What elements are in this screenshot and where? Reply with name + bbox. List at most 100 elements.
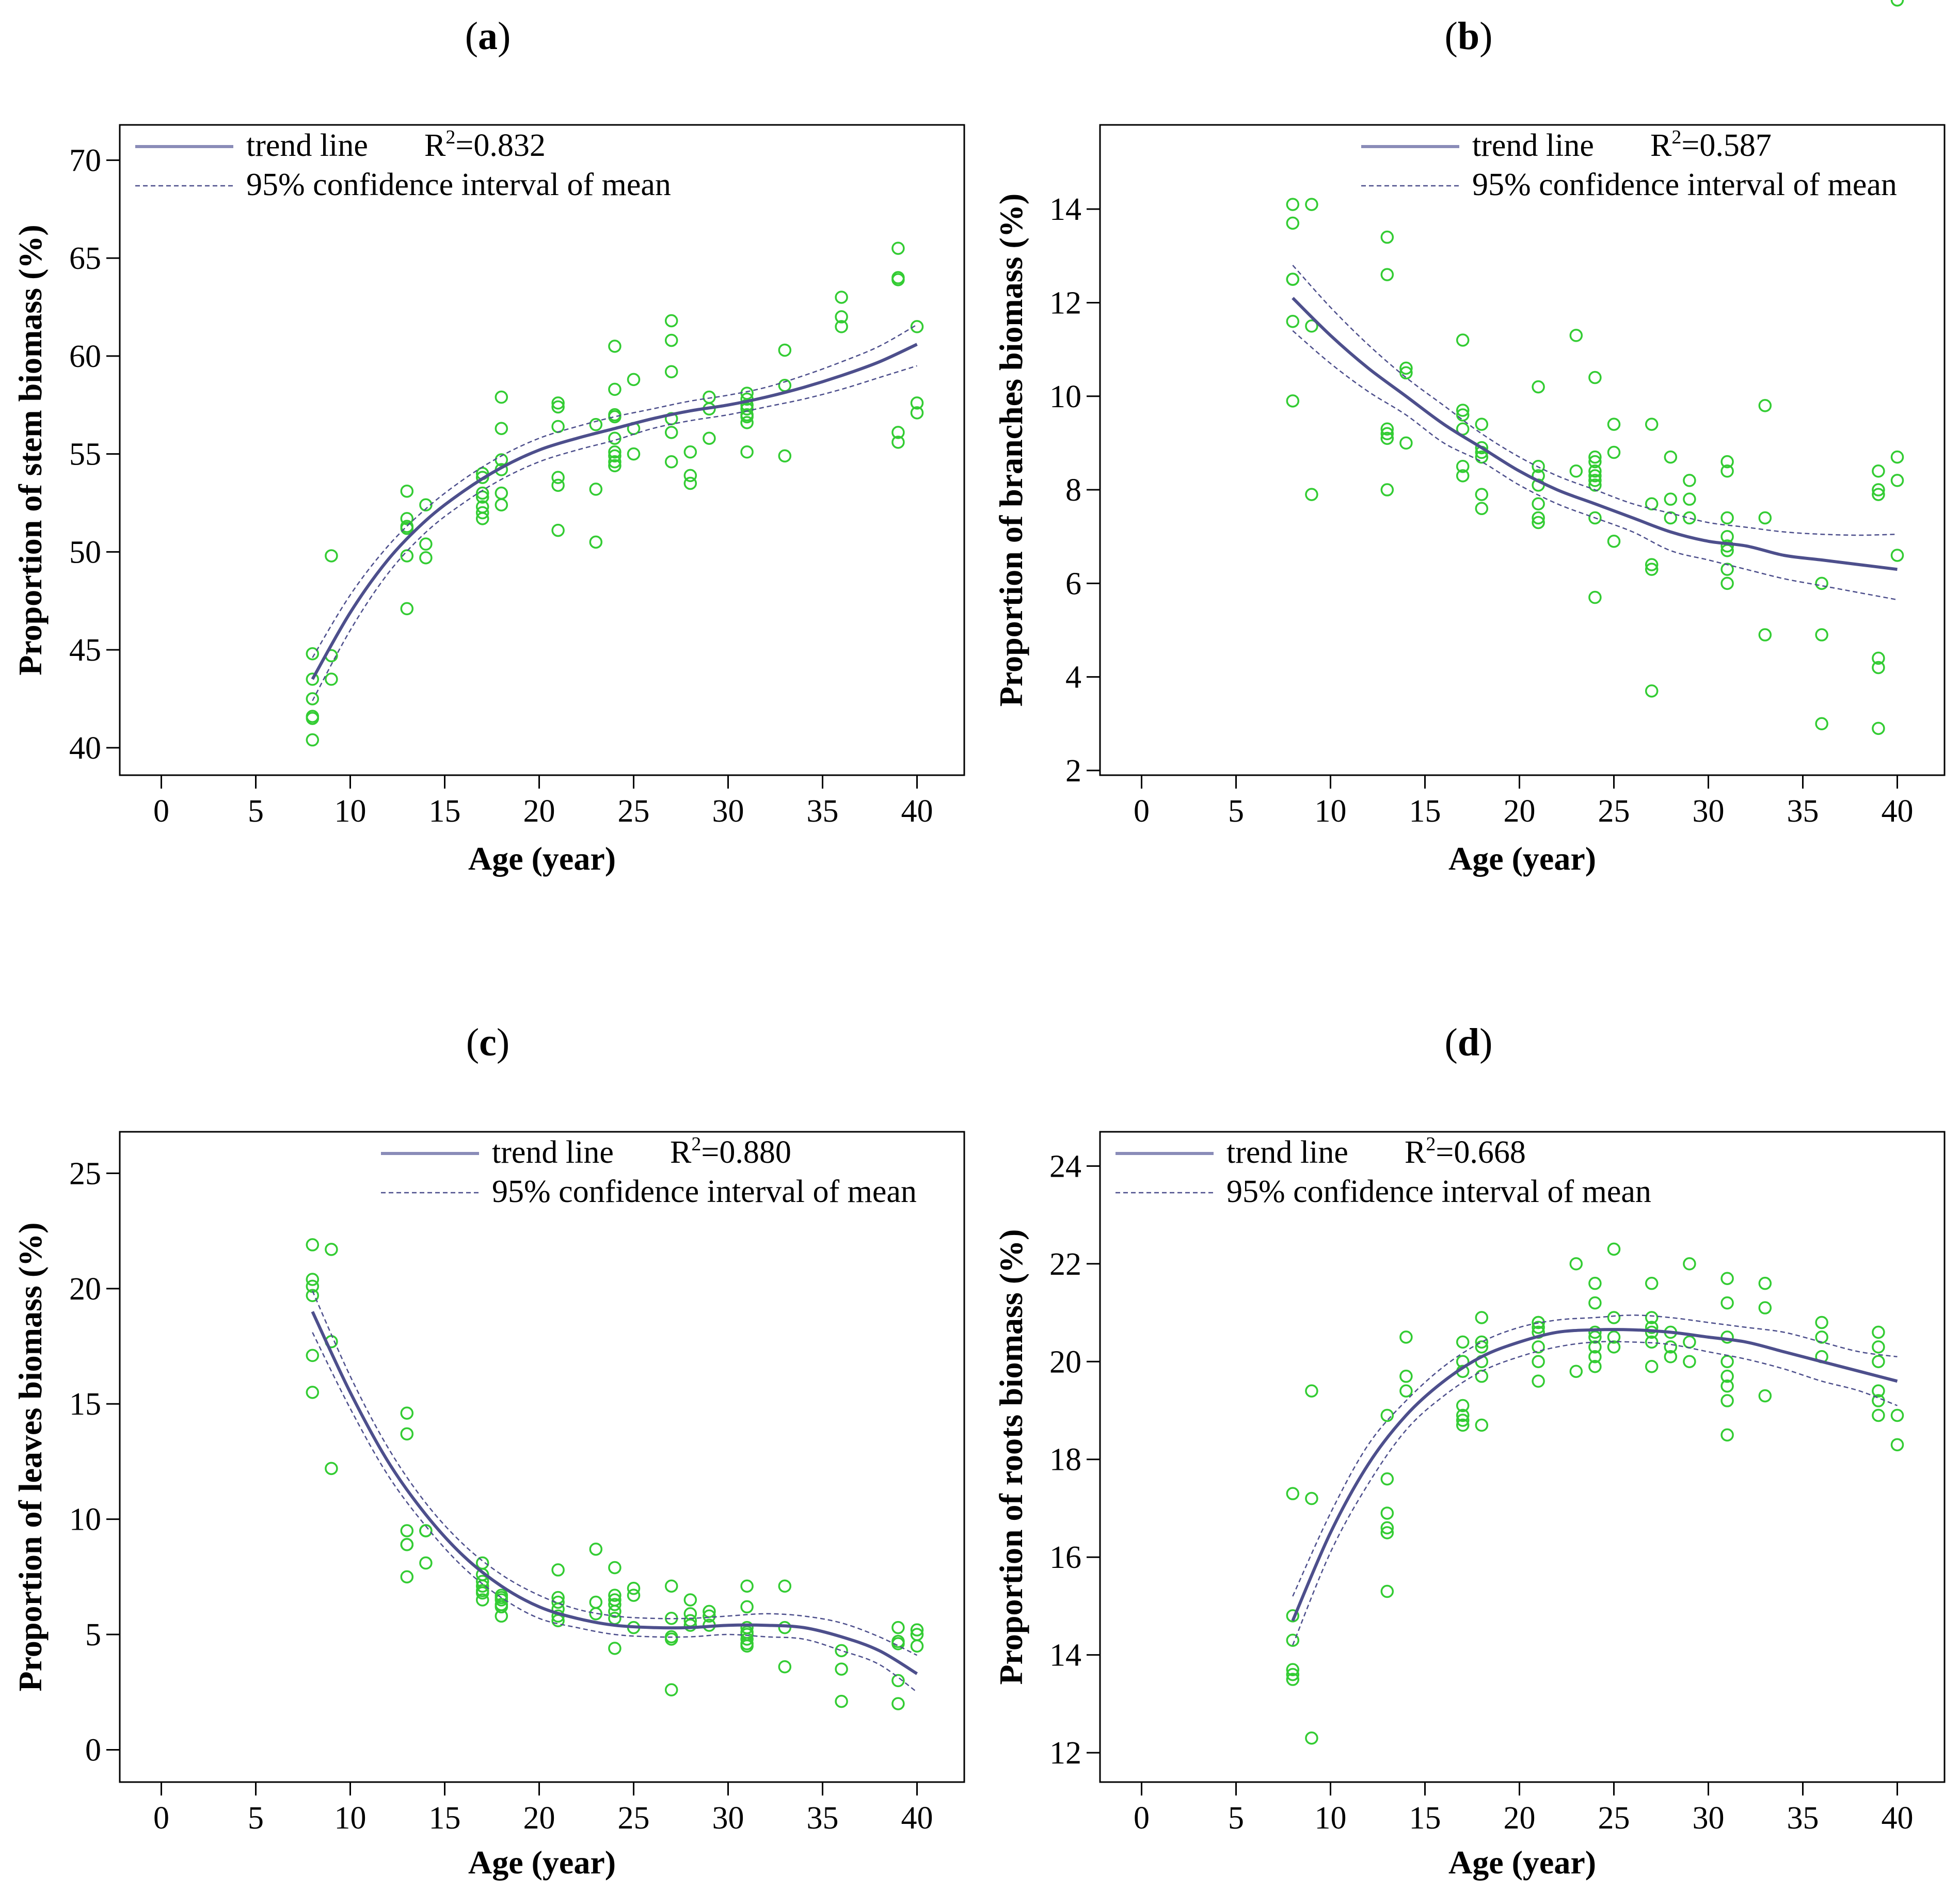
panel-label: (a)	[465, 14, 511, 58]
legend-r2-sup: 2	[691, 1133, 701, 1155]
data-point	[1588, 1340, 1602, 1354]
data-point	[1872, 661, 1885, 675]
data-point	[910, 1623, 924, 1637]
data-point	[703, 390, 716, 404]
data-point	[1475, 441, 1489, 455]
data-point	[835, 310, 848, 324]
data-point	[703, 1609, 716, 1623]
data-point	[400, 484, 414, 498]
data-point	[400, 1524, 414, 1537]
data-point	[740, 445, 754, 459]
data-point	[1456, 459, 1470, 473]
data-point	[1683, 511, 1696, 525]
plot-frame	[119, 124, 965, 776]
data-point	[1664, 511, 1678, 525]
data-point	[1286, 1663, 1300, 1676]
data-point	[1872, 721, 1885, 735]
data-point	[627, 1589, 641, 1602]
data-point	[664, 314, 678, 328]
data-point	[1664, 450, 1678, 464]
legend-r2: R2=0.587	[1650, 126, 1772, 163]
panel-label-letter: c	[479, 1021, 497, 1064]
data-point	[683, 1593, 697, 1607]
data-point	[1380, 230, 1394, 244]
data-point	[1475, 450, 1489, 464]
panel-label-letter: d	[1458, 1021, 1479, 1064]
y-tick-label: 18	[1049, 1442, 1081, 1478]
data-point	[1815, 1316, 1828, 1329]
data-point	[551, 396, 565, 410]
data-points	[306, 242, 924, 747]
x-tick-label: 30	[712, 1801, 744, 1836]
data-point	[1588, 1330, 1602, 1344]
data-point	[551, 523, 565, 537]
data-point	[325, 549, 338, 563]
data-point	[1456, 1399, 1470, 1413]
legend-r2-sup: 2	[1671, 126, 1681, 148]
panel-label-open: (	[465, 14, 478, 58]
legend-trend-label: trend line	[1472, 128, 1594, 163]
legend-ci-label: 95% confidence interval of mean	[246, 167, 671, 202]
y-tick-label: 10	[69, 1502, 101, 1537]
data-point	[1720, 1428, 1734, 1442]
data-point	[1664, 492, 1678, 506]
data-point	[910, 396, 924, 410]
data-point	[1399, 361, 1413, 375]
data-point	[475, 1586, 489, 1600]
legend-trend-label: trend line	[1226, 1135, 1348, 1170]
data-point	[1380, 431, 1394, 445]
panel-label: (c)	[466, 1021, 509, 1064]
data-point	[664, 455, 678, 469]
data-point	[1645, 1359, 1659, 1373]
data-point	[740, 402, 754, 416]
data-point	[1607, 418, 1621, 431]
data-point	[1720, 576, 1734, 590]
x-tick-label: 10	[1315, 794, 1347, 829]
data-point	[1286, 272, 1300, 286]
legend-trend-label: trend line	[246, 128, 368, 163]
data-point	[1588, 511, 1602, 525]
data-point	[1872, 651, 1885, 665]
y-tick-label: 6	[1065, 566, 1081, 601]
data-point	[1456, 1418, 1470, 1432]
data-point	[664, 333, 678, 347]
data-point	[1569, 464, 1583, 478]
data-point	[1645, 1276, 1659, 1290]
y-tick-label: 50	[69, 535, 101, 570]
data-point	[1645, 558, 1659, 571]
data-point	[835, 1644, 848, 1658]
y-tick-label: 8	[1065, 473, 1081, 508]
y-axis-title: Proportion of stem biomass (%)	[12, 225, 49, 675]
data-points	[306, 1238, 924, 1710]
y-tick-label: 22	[1049, 1247, 1081, 1282]
data-point	[1305, 1492, 1318, 1505]
x-axis-title: Age (year)	[1448, 840, 1596, 877]
x-tick-label: 5	[248, 794, 264, 829]
data-point	[1399, 1369, 1413, 1383]
data-point	[589, 1595, 603, 1609]
data-point	[1305, 319, 1318, 333]
data-point	[1399, 366, 1413, 380]
data-point	[1475, 488, 1489, 501]
data-point	[1683, 1355, 1696, 1369]
data-point	[1456, 469, 1470, 483]
data-point	[1607, 1340, 1621, 1354]
data-point	[551, 471, 565, 484]
data-point	[1588, 464, 1602, 478]
panel-b: (b) 0 5 10 15 20 25 30 35 40 2 4 6 8 10 12 14 Age (year) P…	[993, 14, 1946, 877]
data-point	[551, 400, 565, 414]
data-point	[1588, 1296, 1602, 1310]
data-point	[1758, 1301, 1772, 1314]
data-point	[891, 426, 905, 439]
data-point	[1399, 436, 1413, 450]
data-point	[1890, 1408, 1904, 1422]
data-point	[1286, 216, 1300, 230]
data-point	[891, 436, 905, 449]
data-point	[1569, 329, 1583, 342]
y-tick-label: 12	[1049, 285, 1081, 320]
data-point	[1305, 1384, 1318, 1398]
data-point	[589, 1607, 603, 1621]
data-point	[1645, 418, 1659, 431]
data-point	[1456, 1408, 1470, 1422]
data-point	[306, 672, 320, 686]
